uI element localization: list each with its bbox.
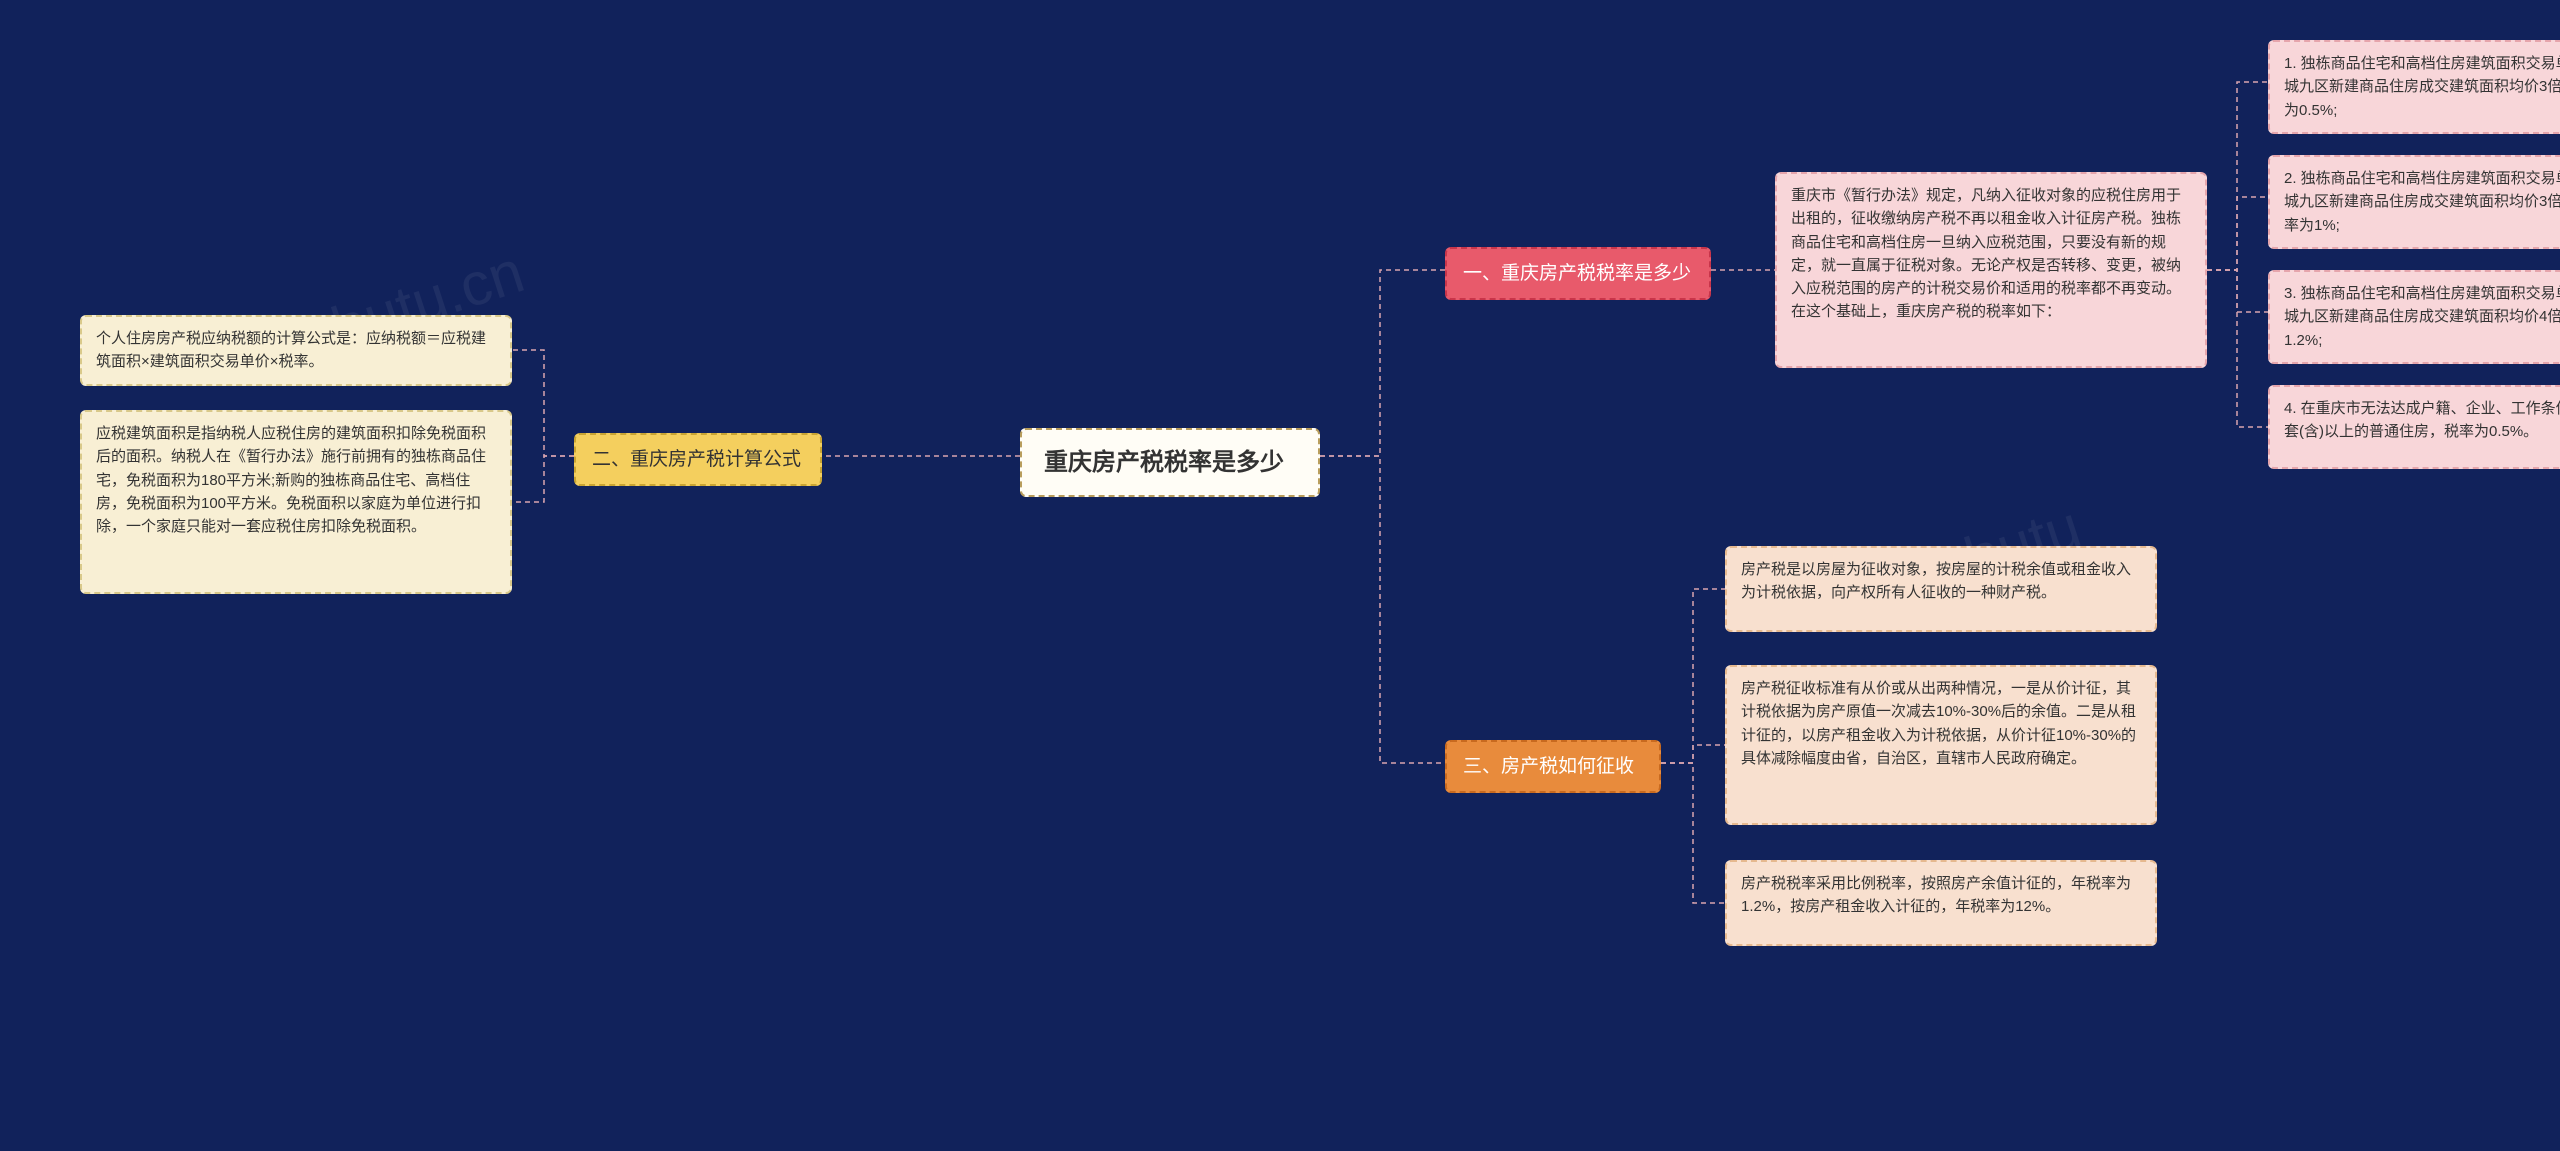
branch-one-item-1: 1. 独栋商品住宅和高档住房建筑面积交易单价达到上两年主城九区新建商品住房成交建… [2268,40,2560,134]
branch-three-item-1: 房产税是以房屋为征收对象，按房屋的计税余值或租金收入为计税依据，向产权所有人征收… [1725,546,2157,632]
branch-one-detail: 重庆市《暂行办法》规定，凡纳入征收对象的应税住房用于出租的，征收缴纳房产税不再以… [1775,172,2207,368]
branch-three: 三、房产税如何征收 [1445,740,1661,793]
branch-one-item-4: 4. 在重庆市无法达成户籍、企业、工作条件的个人新购第二套(含)以上的普通住房，… [2268,385,2560,469]
branch-two: 二、重庆房产税计算公式 [574,433,822,486]
branch-two-item-2: 应税建筑面积是指纳税人应税住房的建筑面积扣除免税面积后的面积。纳税人在《暂行办法… [80,410,512,594]
branch-three-item-2: 房产税征收标准有从价或从出两种情况，一是从价计征，其计税依据为房产原值一次减去1… [1725,665,2157,825]
center-node: 重庆房产税税率是多少 [1020,428,1320,497]
branch-one: 一、重庆房产税税率是多少 [1445,247,1711,300]
branch-one-item-3: 3. 独栋商品住宅和高档住房建筑面积交易单价达到上两年主城九区新建商品住房成交建… [2268,270,2560,364]
branch-two-item-1: 个人住房房产税应纳税额的计算公式是：应纳税额＝应税建筑面积×建筑面积交易单价×税… [80,315,512,386]
branch-one-item-2: 2. 独栋商品住宅和高档住房建筑面积交易单价达到上两年主城九区新建商品住房成交建… [2268,155,2560,249]
branch-three-item-3: 房产税税率采用比例税率，按照房产余值计征的，年税率为1.2%，按房产租金收入计征… [1725,860,2157,946]
